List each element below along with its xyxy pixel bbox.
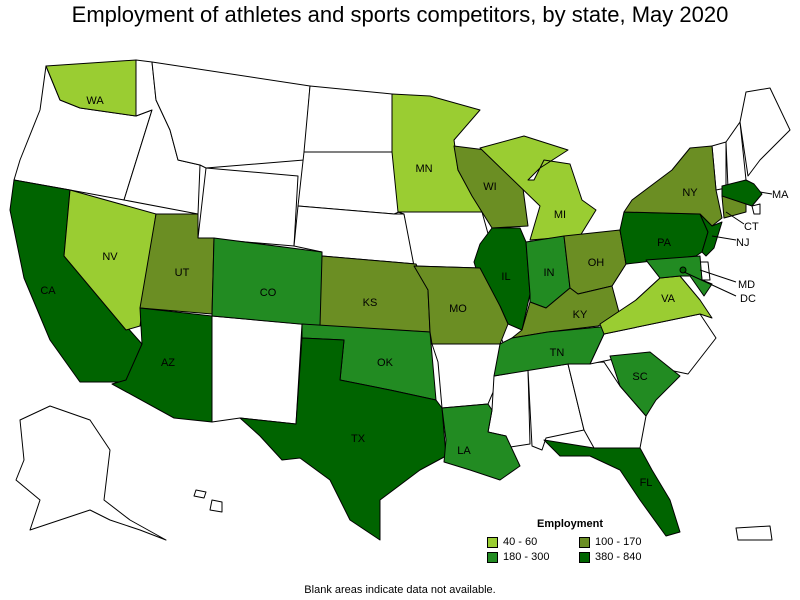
label-NJ: NJ bbox=[736, 237, 749, 249]
map-title: Employment of athletes and sports compet… bbox=[71, 2, 729, 27]
state-GA[interactable] bbox=[567, 361, 647, 449]
legend-swatch bbox=[579, 551, 590, 563]
label-LA: LA bbox=[457, 445, 471, 457]
label-OK: OK bbox=[377, 357, 394, 369]
state-NJ[interactable] bbox=[699, 213, 723, 257]
label-CA: CA bbox=[40, 285, 56, 297]
legend-item: 40 - 60 bbox=[487, 536, 579, 548]
state-AZ[interactable] bbox=[111, 307, 213, 423]
label-AZ: AZ bbox=[161, 357, 175, 369]
state-NV[interactable] bbox=[63, 189, 157, 331]
label-WI: WI bbox=[483, 181, 496, 193]
legend-item: 180 - 300 bbox=[487, 551, 579, 563]
state-HI-2[interactable] bbox=[209, 499, 223, 513]
label-TN: TN bbox=[550, 347, 565, 359]
label-MD: MD bbox=[738, 279, 755, 291]
state-MT[interactable] bbox=[151, 61, 311, 169]
state-AR[interactable] bbox=[431, 339, 507, 409]
state-DC[interactable] bbox=[679, 266, 687, 274]
label-CT: CT bbox=[744, 221, 759, 233]
state-WY[interactable] bbox=[197, 167, 299, 247]
legend-title: Employment bbox=[536, 518, 603, 530]
label-CO: CO bbox=[260, 287, 277, 299]
label-VA: VA bbox=[661, 293, 676, 305]
legend-swatch bbox=[487, 536, 498, 548]
label-NY: NY bbox=[682, 187, 698, 199]
label-TX: TX bbox=[351, 433, 366, 445]
legend-label: 100 - 170 bbox=[595, 536, 642, 548]
label-KS: KS bbox=[363, 297, 378, 309]
leader-lines bbox=[683, 191, 773, 297]
legend-swatch bbox=[579, 536, 590, 548]
label-UT: UT bbox=[175, 267, 190, 279]
state-PR[interactable] bbox=[735, 525, 773, 541]
label-MO: MO bbox=[449, 303, 467, 315]
label-IL: IL bbox=[501, 271, 510, 283]
legend-items: 40 - 60 100 - 170 180 - 300 380 - 840 bbox=[487, 536, 687, 563]
state-TX[interactable] bbox=[239, 337, 447, 541]
state-CO[interactable] bbox=[211, 237, 323, 327]
label-FL: FL bbox=[640, 477, 653, 489]
legend-label: 40 - 60 bbox=[503, 536, 538, 548]
state-SC[interactable] bbox=[609, 351, 681, 417]
label-MI: MI bbox=[554, 209, 566, 221]
state-MA[interactable] bbox=[721, 179, 763, 207]
legend-label: 380 - 840 bbox=[595, 551, 642, 563]
footnote: Blank areas indicate data not available. bbox=[304, 584, 496, 596]
state-NM[interactable] bbox=[211, 315, 303, 425]
legend-swatch bbox=[487, 551, 498, 563]
state-ND[interactable] bbox=[303, 85, 399, 153]
state-HI[interactable] bbox=[193, 489, 207, 499]
state-FL[interactable] bbox=[543, 439, 681, 537]
legend: Employment 40 - 60 100 - 170 180 - 300 3… bbox=[487, 518, 687, 563]
state-TN[interactable] bbox=[493, 325, 611, 377]
state-AK[interactable] bbox=[15, 405, 167, 541]
state-KS[interactable] bbox=[319, 255, 431, 333]
legend-item: 100 - 170 bbox=[579, 536, 679, 548]
label-MN: MN bbox=[415, 163, 432, 175]
state-labels: WA NV CA UT AZ CO KS OK TX MN WI MI IL I… bbox=[40, 95, 789, 489]
state-MD[interactable] bbox=[645, 255, 713, 297]
label-MA: MA bbox=[772, 189, 789, 201]
legend-label: 180 - 300 bbox=[503, 551, 550, 563]
label-PA: PA bbox=[657, 237, 672, 249]
state-MI[interactable] bbox=[479, 135, 597, 241]
label-NV: NV bbox=[102, 251, 118, 263]
colored-states bbox=[9, 59, 763, 541]
state-SD[interactable] bbox=[297, 151, 405, 215]
state-LA[interactable] bbox=[441, 403, 521, 481]
label-OH: OH bbox=[588, 257, 605, 269]
label-KY: KY bbox=[573, 309, 588, 321]
label-DC: DC bbox=[740, 293, 756, 305]
state-VA[interactable] bbox=[599, 275, 713, 335]
state-RI[interactable] bbox=[751, 203, 761, 215]
label-WA: WA bbox=[86, 95, 104, 107]
state-WA[interactable] bbox=[45, 59, 137, 117]
state-NY[interactable] bbox=[623, 145, 723, 227]
legend-item: 380 - 840 bbox=[579, 551, 679, 563]
label-IN: IN bbox=[544, 267, 555, 279]
state-ME[interactable] bbox=[739, 87, 791, 177]
label-SC: SC bbox=[632, 371, 647, 383]
